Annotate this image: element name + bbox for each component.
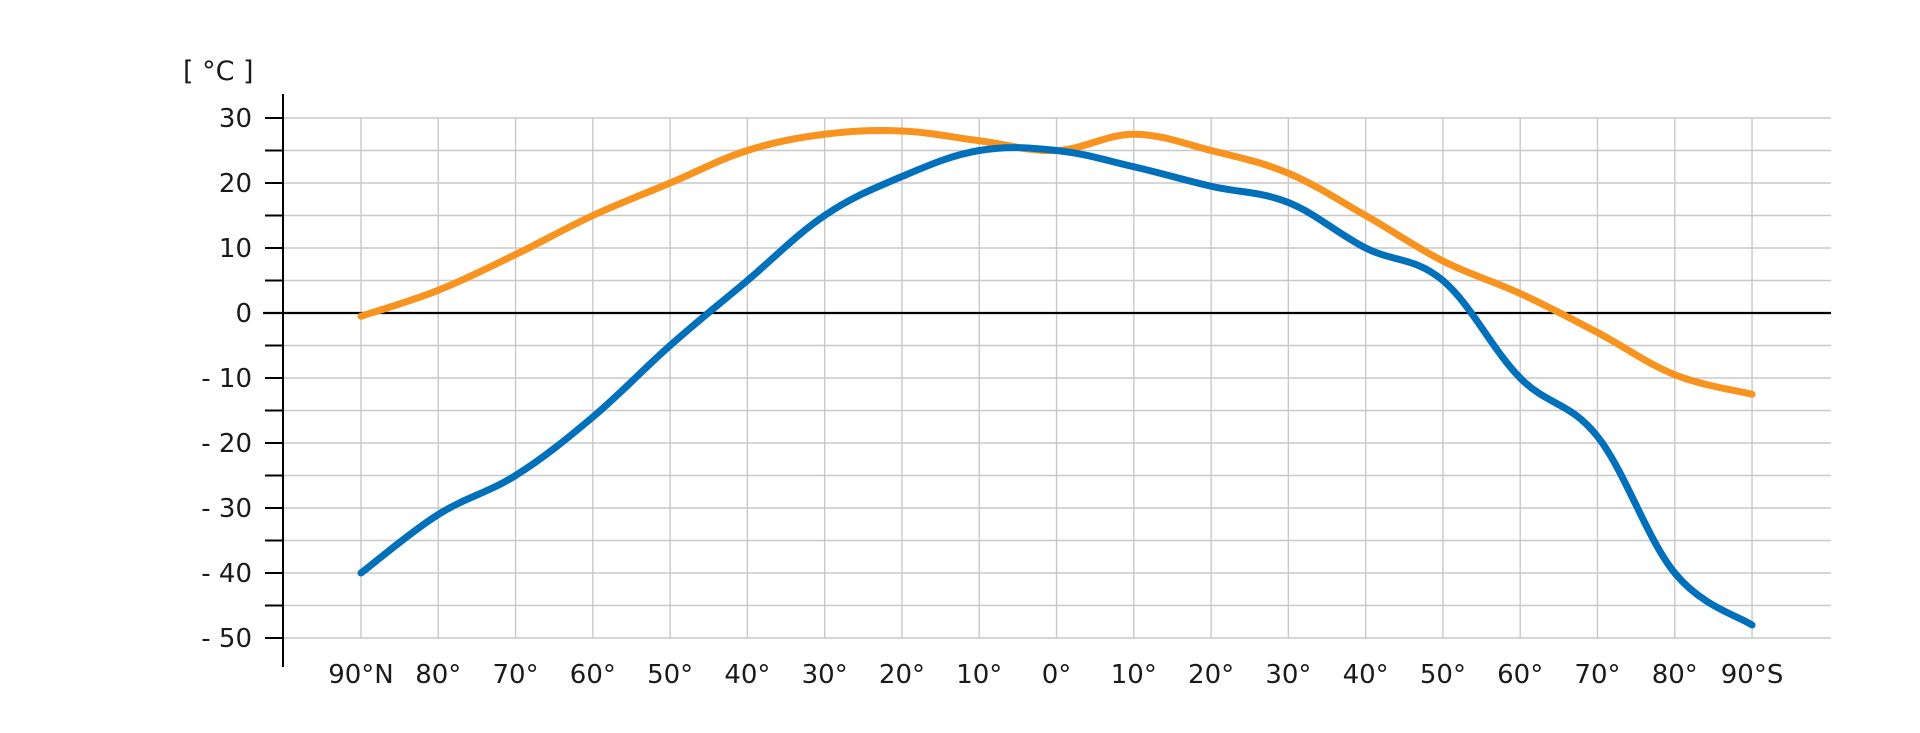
- x-tick-label: 10°: [956, 660, 1002, 690]
- x-tick-label: 70°: [1574, 660, 1620, 690]
- x-tick-label: 30°: [1265, 660, 1311, 690]
- y-tick-label: - 40: [201, 559, 252, 589]
- y-tick-label: 0: [235, 299, 252, 329]
- y-tick-label: 30: [219, 104, 252, 134]
- x-tick-label: 20°: [1188, 660, 1234, 690]
- y-tick-label: - 50: [201, 624, 252, 654]
- y-tick-label: - 10: [201, 364, 252, 394]
- x-tick-label: 10°: [1111, 660, 1157, 690]
- axis-labels: 30 20 10 0 - 10 - 20 - 30 - 40 - 50 [ °C ] 90°N 80°…: [183, 56, 1783, 690]
- y-axis-unit-label: [ °C ]: [183, 56, 254, 87]
- x-tick-label: 30°: [802, 660, 848, 690]
- x-tick-label: 20°: [879, 660, 925, 690]
- x-tick-label: 80°: [415, 660, 461, 690]
- x-tick-label: 80°: [1652, 660, 1698, 690]
- x-tick-label: 0°: [1042, 660, 1072, 690]
- axes: [263, 94, 1831, 667]
- x-tick-label: 90°N: [328, 660, 394, 690]
- x-tick-label: 60°: [570, 660, 616, 690]
- y-tick-label: - 30: [201, 494, 252, 524]
- x-tick-label: 60°: [1497, 660, 1543, 690]
- x-tick-label: 70°: [493, 660, 539, 690]
- y-tick-label: 10: [219, 234, 252, 264]
- x-tick-label: 40°: [724, 660, 770, 690]
- x-tick-label: 90°S: [1721, 660, 1784, 690]
- x-tick-label: 50°: [647, 660, 693, 690]
- x-tick-label: 50°: [1420, 660, 1466, 690]
- blue-series-line: [357, 144, 1756, 629]
- x-tick-label: 40°: [1343, 660, 1389, 690]
- data-series: [357, 127, 1756, 629]
- y-tick-label: - 20: [201, 429, 252, 459]
- y-tick-label: 20: [219, 169, 252, 199]
- grid-lines: [283, 117, 1831, 639]
